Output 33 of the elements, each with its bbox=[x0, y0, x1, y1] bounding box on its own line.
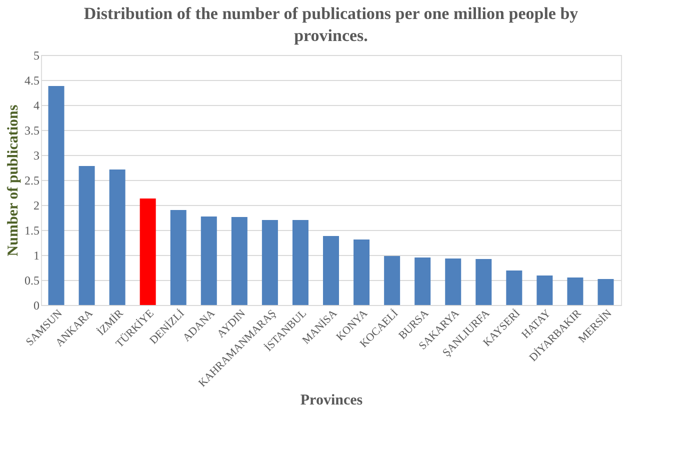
bar bbox=[140, 198, 156, 305]
bar bbox=[445, 258, 462, 305]
bar bbox=[354, 240, 370, 305]
bar bbox=[567, 278, 584, 305]
bar bbox=[48, 86, 64, 305]
y-tick-label: 2.5 bbox=[24, 174, 40, 188]
bar bbox=[231, 217, 248, 305]
y-tick-label: 3.5 bbox=[24, 124, 40, 138]
bar bbox=[506, 270, 522, 305]
bar bbox=[384, 256, 400, 305]
bar bbox=[109, 170, 126, 305]
y-tick-label: 2 bbox=[34, 198, 40, 212]
y-tick-label: 4 bbox=[34, 98, 40, 112]
y-axis-title: Number of publications bbox=[6, 104, 22, 256]
x-axis-title: Provinces bbox=[300, 392, 363, 409]
bar bbox=[200, 216, 217, 305]
y-tick-label: 1 bbox=[34, 248, 40, 262]
y-tick-label: 0 bbox=[34, 298, 40, 312]
bar bbox=[536, 276, 553, 305]
bar bbox=[598, 279, 614, 305]
y-tick-label: 1.5 bbox=[24, 224, 40, 238]
bar bbox=[414, 258, 431, 305]
y-tick-label: 5 bbox=[34, 48, 40, 62]
bar bbox=[323, 236, 339, 305]
bar bbox=[476, 259, 492, 305]
y-tick-label: 0.5 bbox=[24, 274, 40, 288]
y-tick-label: 3 bbox=[34, 148, 40, 162]
y-tick-label: 4.5 bbox=[24, 74, 40, 88]
bar bbox=[292, 220, 308, 305]
bar bbox=[262, 220, 278, 305]
chart-title: Distribution of the number of publications per one million people by provinces. bbox=[84, 4, 579, 45]
bar bbox=[78, 166, 95, 305]
bar bbox=[170, 210, 186, 305]
